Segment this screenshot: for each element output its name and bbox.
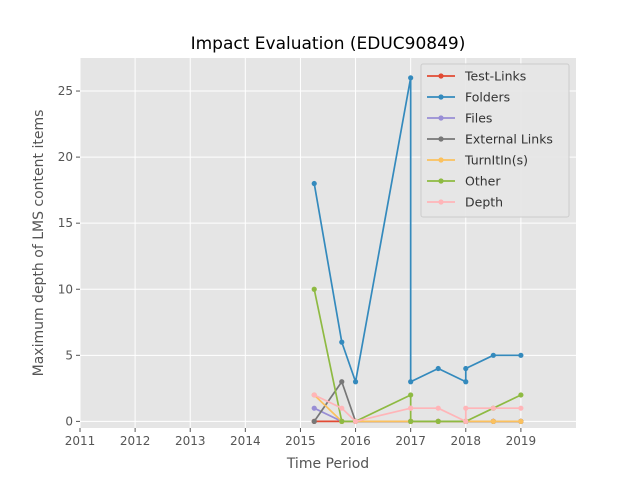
y-tick-label: 15 bbox=[58, 216, 73, 230]
data-point bbox=[352, 418, 359, 424]
data-point bbox=[311, 286, 317, 292]
legend-label: Files bbox=[465, 111, 492, 126]
x-axis-ticks: 2011 2012 2013 2014 2015 2016 2017 2018 2019 bbox=[65, 428, 536, 448]
data-point bbox=[311, 418, 317, 424]
x-tick-label: 2011 bbox=[65, 434, 96, 448]
x-tick-label: 2012 bbox=[120, 434, 151, 448]
x-tick-label: 2015 bbox=[285, 434, 316, 448]
data-point bbox=[339, 418, 345, 424]
legend-item: Test-Links bbox=[427, 69, 526, 84]
y-tick-label: 25 bbox=[58, 84, 73, 98]
data-point bbox=[408, 392, 414, 398]
data-point bbox=[463, 418, 469, 424]
legend-item: Other bbox=[427, 174, 501, 189]
data-point bbox=[408, 379, 414, 385]
legend-label: TurnItIn(s) bbox=[464, 153, 528, 168]
legend-marker bbox=[438, 136, 444, 142]
series-layer bbox=[311, 75, 524, 424]
data-point bbox=[490, 352, 496, 358]
y-tick-label: 5 bbox=[65, 348, 73, 362]
legend-marker bbox=[438, 73, 444, 79]
data-point bbox=[518, 418, 524, 424]
legend-item: External Links bbox=[427, 132, 553, 147]
data-point bbox=[408, 418, 414, 424]
legend: Test-Links Folders Files External Links Turn… bbox=[420, 63, 570, 218]
data-point bbox=[518, 352, 524, 358]
y-axis-ticks: 0 5 10 15 20 25 bbox=[58, 84, 80, 428]
series-folders bbox=[311, 75, 524, 385]
data-point bbox=[311, 180, 317, 187]
x-tick-label: 2013 bbox=[175, 434, 206, 448]
data-point bbox=[311, 405, 317, 411]
legend-item: TurnItIn(s) bbox=[427, 153, 528, 168]
chart-title: Impact Evaluation (EDUC90849) bbox=[191, 34, 466, 54]
data-point bbox=[518, 405, 524, 411]
x-tick-label: 2017 bbox=[395, 434, 426, 448]
legend-label: External Links bbox=[465, 132, 553, 147]
data-point bbox=[435, 418, 441, 424]
legend-label: Test-Links bbox=[464, 69, 526, 84]
y-axis-title: Maximum depth of LMS content items bbox=[31, 110, 47, 377]
x-tick-label: 2019 bbox=[506, 434, 537, 448]
data-point bbox=[435, 365, 441, 372]
legend-label: Folders bbox=[465, 90, 510, 105]
data-point bbox=[463, 379, 469, 385]
legend-item: Files bbox=[427, 111, 492, 126]
legend-marker bbox=[438, 178, 444, 184]
y-tick-label: 10 bbox=[58, 282, 73, 296]
data-point bbox=[408, 405, 414, 411]
data-point bbox=[490, 405, 496, 411]
legend-item: Depth bbox=[427, 195, 503, 210]
x-tick-label: 2014 bbox=[230, 434, 261, 448]
data-point bbox=[339, 405, 345, 411]
data-point bbox=[435, 405, 441, 411]
legend-box bbox=[420, 63, 570, 218]
data-point bbox=[311, 392, 317, 398]
legend-item: Folders bbox=[427, 90, 510, 105]
data-point bbox=[408, 75, 414, 81]
data-point bbox=[463, 405, 469, 411]
legend-marker bbox=[438, 115, 444, 121]
series-depth bbox=[311, 392, 524, 424]
data-point bbox=[490, 418, 496, 424]
legend-label: Depth bbox=[465, 195, 503, 210]
legend-marker bbox=[438, 157, 444, 163]
y-tick-label: 0 bbox=[65, 414, 73, 428]
data-point bbox=[518, 392, 524, 398]
data-point bbox=[463, 365, 469, 372]
data-point bbox=[352, 379, 359, 385]
legend-label: Other bbox=[465, 174, 501, 189]
legend-marker bbox=[438, 94, 444, 100]
x-tick-label: 2016 bbox=[340, 434, 371, 448]
data-point bbox=[339, 379, 345, 385]
legend-marker bbox=[438, 199, 444, 205]
x-axis-title: Time Period bbox=[286, 456, 369, 472]
y-tick-label: 20 bbox=[58, 150, 73, 164]
x-tick-label: 2018 bbox=[451, 434, 482, 448]
series-line bbox=[313, 76, 521, 383]
data-point bbox=[339, 339, 345, 345]
